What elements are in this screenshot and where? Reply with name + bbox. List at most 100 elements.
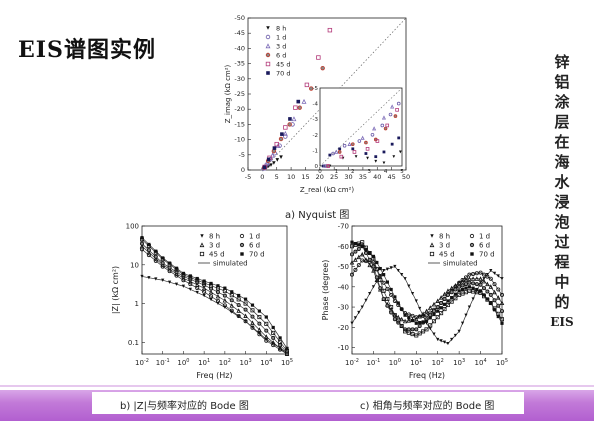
data-point — [400, 307, 404, 311]
plot-frame — [351, 225, 503, 355]
data-point — [460, 283, 465, 288]
data-point — [428, 323, 433, 328]
data-point — [467, 288, 472, 293]
data-point — [385, 123, 390, 128]
data-point — [453, 333, 458, 338]
side-char: 水 — [554, 173, 570, 191]
data-point — [424, 327, 429, 332]
data-point — [388, 112, 393, 117]
data-point — [457, 289, 461, 293]
data-point — [390, 104, 395, 109]
side-char: 泡 — [554, 213, 570, 231]
data-point — [488, 284, 494, 289]
legend-label: 1 d — [249, 233, 260, 241]
data-point — [374, 267, 379, 272]
data-point — [147, 276, 151, 280]
data-point — [396, 268, 400, 273]
data-point — [488, 292, 493, 297]
data-point — [431, 301, 437, 307]
data-point — [460, 278, 465, 284]
data-point — [264, 315, 268, 319]
x-tick-label: 10-2 — [345, 358, 359, 367]
simulated-line — [141, 243, 288, 353]
legend-label: 45 d — [209, 251, 225, 259]
data-point — [485, 273, 489, 277]
data-point — [456, 280, 462, 285]
side-char: 铝 — [554, 73, 570, 91]
data-point — [439, 301, 444, 306]
data-point — [222, 303, 227, 308]
data-point — [200, 234, 204, 238]
data-point — [328, 153, 332, 157]
data-point — [410, 291, 415, 296]
data-point — [353, 241, 358, 246]
data-point — [445, 303, 450, 308]
y-tick-label: -30 — [338, 304, 349, 312]
data-point — [389, 292, 394, 297]
data-point — [395, 108, 399, 112]
data-point — [453, 296, 458, 301]
data-point — [356, 263, 361, 268]
inset-diagonal — [319, 87, 403, 167]
data-point — [420, 311, 426, 316]
y-tick-label: 10 — [130, 261, 139, 269]
data-point — [492, 308, 497, 312]
data-point — [209, 281, 213, 286]
x-tick-label: -5 — [245, 173, 251, 181]
y-tick-label: 1 — [135, 300, 139, 308]
data-point — [357, 139, 362, 143]
data-point — [188, 282, 193, 287]
data-point — [489, 301, 493, 305]
data-point — [350, 240, 354, 244]
data-point — [385, 280, 389, 284]
data-point — [201, 285, 207, 291]
data-point — [500, 321, 504, 325]
data-point — [327, 27, 333, 33]
data-point — [424, 319, 429, 323]
data-point — [266, 26, 270, 30]
data-point — [436, 337, 440, 342]
data-point — [367, 257, 372, 262]
data-point — [446, 341, 450, 346]
data-point — [243, 319, 248, 324]
inset-y-tick-label: -4 — [313, 102, 319, 108]
data-point — [385, 286, 390, 291]
x-tick-label: 10 — [287, 173, 295, 181]
data-point — [140, 274, 144, 279]
data-point — [236, 313, 241, 318]
data-point — [353, 249, 358, 254]
y-tick-label: 100 — [126, 223, 139, 231]
x-tick-label: 40 — [373, 173, 381, 181]
data-point — [338, 147, 342, 151]
data-point — [366, 156, 369, 160]
legend-label: simulated — [213, 260, 248, 268]
x-tick-label: 25 — [330, 173, 338, 181]
data-point — [445, 292, 450, 297]
data-point — [357, 243, 361, 247]
x-tick-label: 35 — [359, 173, 367, 181]
data-point — [278, 136, 284, 142]
data-point — [350, 321, 354, 325]
y-axis-label: |Z| (kΩ cm²) — [111, 266, 120, 314]
x-tick-label: 20 — [316, 173, 324, 181]
data-point — [375, 260, 379, 265]
data-point — [265, 61, 271, 67]
data-point — [250, 325, 255, 330]
y-tick-label: -50 — [234, 14, 245, 22]
bode-phase-caption: c) 相角与频率对应的 Bode 图 — [360, 401, 495, 412]
x-tick-label: 103 — [453, 358, 465, 367]
data-point — [406, 330, 411, 335]
y-tick-label: -40 — [338, 283, 349, 291]
data-point — [243, 301, 248, 306]
data-point — [453, 282, 458, 288]
legend-label: 1 d — [479, 233, 490, 241]
data-point — [496, 287, 501, 292]
data-point — [392, 317, 397, 322]
data-point — [283, 125, 288, 130]
y-tick-label: -10 — [234, 136, 245, 144]
data-point — [431, 309, 436, 314]
data-point — [438, 295, 444, 300]
data-point — [278, 343, 283, 348]
data-point — [471, 286, 475, 290]
legend-label: 8 h — [276, 25, 286, 33]
